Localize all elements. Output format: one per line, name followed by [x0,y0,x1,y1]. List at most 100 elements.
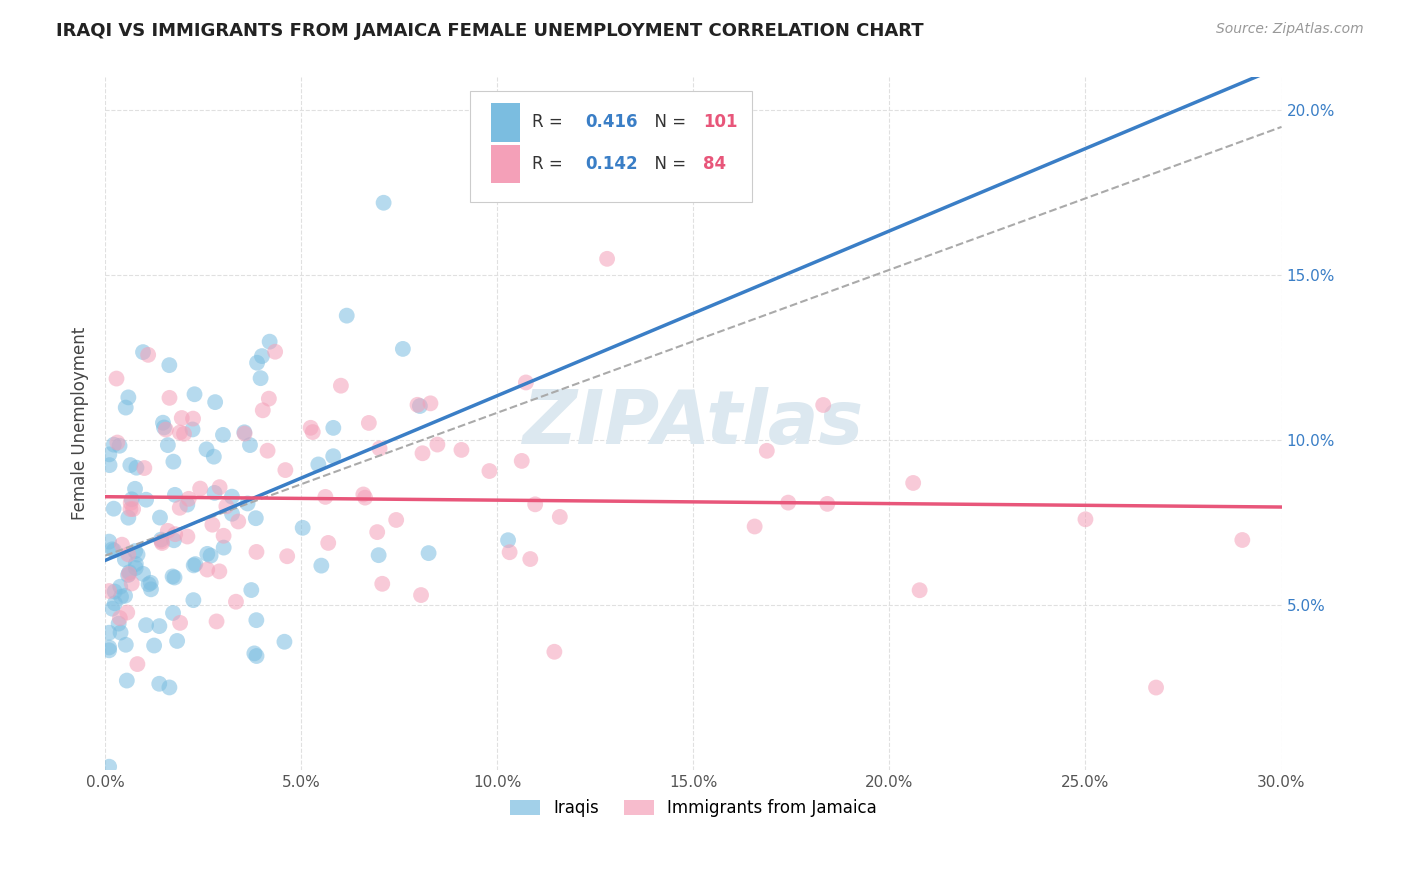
Point [148,677,170,691]
Point [135,618,157,632]
Point [111,538,134,552]
Bar [491,145,520,183]
Point [245,545,267,559]
Text: N =: N = [644,113,692,131]
Point [121,576,143,591]
Point [524,497,547,511]
Point [105,371,128,385]
Point [519,552,541,566]
Point [276,549,298,564]
Point [103,501,125,516]
Text: N =: N = [644,155,692,173]
Point [1144,681,1167,695]
Point [139,582,162,597]
Point [125,557,148,571]
Point [117,390,139,404]
Text: IRAQI VS IMMIGRANTS FROM JAMAICA FEMALE UNEMPLOYMENT CORRELATION CHART: IRAQI VS IMMIGRANTS FROM JAMAICA FEMALE … [56,22,924,40]
Point [316,536,339,550]
Text: 0.142: 0.142 [585,155,638,173]
Point [124,482,146,496]
Point [117,510,139,524]
Point [322,449,344,463]
Point [212,541,235,555]
Point [150,536,173,550]
Point [165,527,187,541]
Point [98,643,121,657]
Point [181,422,204,436]
Point [307,458,329,472]
Point [176,498,198,512]
Point [122,502,145,516]
Point [169,425,191,440]
Point [496,533,519,548]
Text: R =: R = [533,113,568,131]
Point [204,486,226,500]
Point [336,309,359,323]
Point [510,454,533,468]
Point [205,615,228,629]
Point [120,496,142,510]
Point [98,458,121,472]
Point [101,542,124,557]
Point [115,673,138,688]
Point [596,252,619,266]
Point [249,371,271,385]
Point [478,464,501,478]
Point [162,606,184,620]
Point [236,496,259,510]
Text: 101: 101 [703,113,737,131]
Point [177,491,200,506]
Point [183,558,205,573]
Point [195,547,218,561]
Point [245,648,267,663]
Point [98,760,121,774]
Point [163,570,186,584]
Point [163,488,186,502]
Point [173,426,195,441]
Point [114,401,136,415]
Point [208,565,231,579]
Point [240,582,263,597]
Point [329,378,352,392]
Bar [491,103,520,142]
Point [245,613,267,627]
Point [233,425,256,440]
Point [815,497,838,511]
Point [252,403,274,417]
Point [419,396,441,410]
Point [132,345,155,359]
Point [107,616,129,631]
Point [314,490,336,504]
Point [103,543,125,558]
Point [181,411,204,425]
Point [148,619,170,633]
Point [117,568,139,582]
Point [98,640,121,655]
Point [755,443,778,458]
Point [162,455,184,469]
Point [257,392,280,406]
Point [245,511,267,525]
Point [184,557,207,571]
Point [104,584,127,599]
Point [256,443,278,458]
Point [373,195,395,210]
Point [157,681,180,695]
Point [291,521,314,535]
Point [195,442,218,457]
Text: 84: 84 [703,155,725,173]
Point [118,566,141,580]
Point [354,491,377,505]
Point [125,460,148,475]
Point [392,342,415,356]
Point [352,487,374,501]
Point [110,590,132,604]
Point [385,513,408,527]
Point [114,638,136,652]
Point [127,548,149,562]
Point [200,549,222,563]
Point [188,482,211,496]
Point [138,577,160,591]
Point [104,596,127,610]
Point [311,558,333,573]
